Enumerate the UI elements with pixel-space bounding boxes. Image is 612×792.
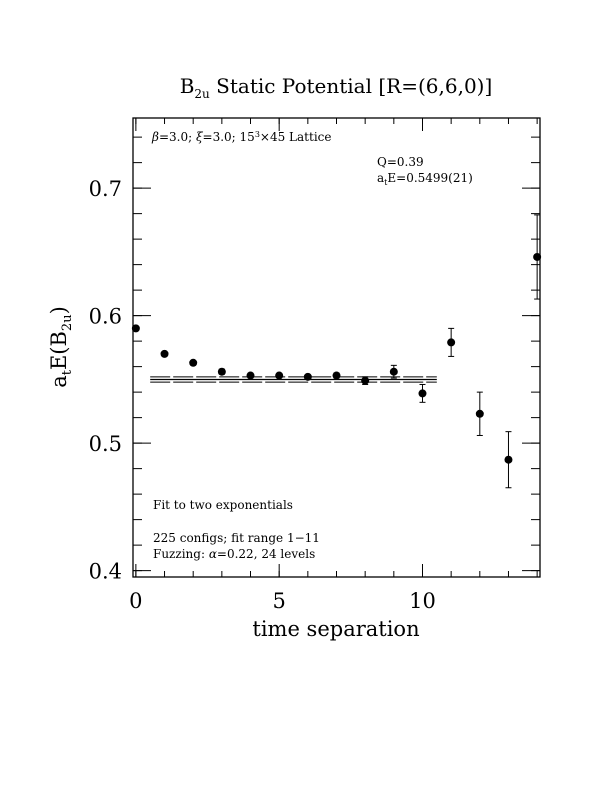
y-tick-label: 0.4: [89, 560, 122, 584]
data-point: [217, 367, 226, 376]
fit-annotation: Fit to two exponentials: [153, 498, 293, 512]
data-point: [246, 371, 255, 380]
x-axis-title: time separation: [252, 617, 419, 641]
energy-annotation: atE=0.5499(21): [377, 171, 473, 187]
x-tick-label: 10: [409, 589, 436, 613]
configs-annotation: 225 configs; fit range 1−11: [153, 531, 320, 545]
data-point: [389, 367, 398, 376]
data-point: [189, 358, 198, 367]
fuzzing-annotation: Fuzzing: α=0.22, 24 levels: [153, 547, 315, 561]
data-point: [332, 371, 341, 380]
x-tick-label: 0: [129, 589, 142, 613]
data-point: [418, 389, 427, 398]
y-tick-label: 0.5: [89, 432, 122, 456]
y-tick-label: 0.7: [89, 177, 122, 201]
data-point: [361, 376, 370, 385]
x-tick-label: 5: [272, 589, 285, 613]
data-points: [131, 214, 542, 489]
x-tick-labels: 0 5 10: [129, 589, 436, 613]
data-point: [504, 455, 513, 464]
data-point: [303, 372, 312, 381]
data-point: [160, 349, 169, 358]
lattice-annotation: β=3.0; ξ=3.0; 153×45 Lattice: [151, 130, 331, 144]
y-tick-labels: 0.4 0.5 0.6 0.7: [89, 177, 122, 584]
q-annotation: Q=0.39: [377, 155, 424, 169]
y-tick-label: 0.6: [89, 305, 122, 329]
data-point: [275, 371, 284, 380]
axis-ticks: [133, 118, 540, 577]
data-point: [447, 338, 456, 347]
data-point: [131, 324, 140, 333]
chart-title: B2u Static Potential [R=(6,6,0)]: [180, 74, 493, 101]
data-point: [533, 252, 542, 261]
data-point: [475, 409, 484, 418]
fit-band: [150, 376, 437, 383]
y-axis-title: atE(B2u): [47, 306, 75, 388]
